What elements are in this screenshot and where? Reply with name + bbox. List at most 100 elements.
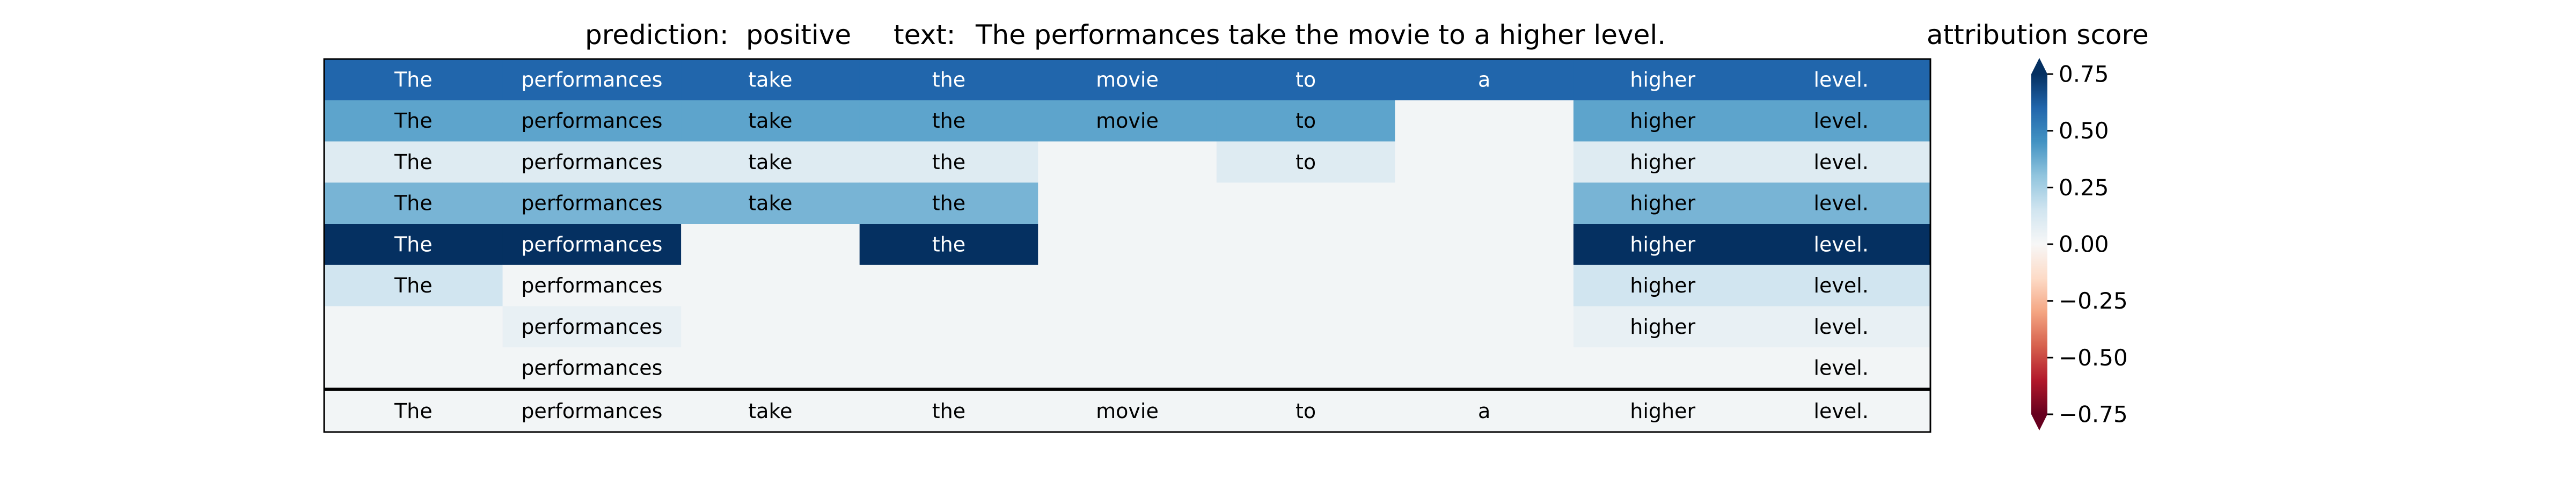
heatmap-cell-3-8 (1752, 182, 1931, 224)
heatmap-cell-6-7 (1573, 306, 1752, 348)
heatmap-cell-6-8 (1752, 306, 1931, 348)
heatmap-word-1-1: performances (521, 109, 662, 133)
heatmap-cell-5-7 (1573, 265, 1752, 306)
heatmap-cell-5-3 (859, 265, 1038, 306)
heatmap-word-2-1: performances (521, 150, 662, 174)
heatmap-word-3-8: level. (1813, 192, 1868, 215)
heatmap-cell-0-1 (502, 59, 682, 101)
heatmap-labels: The performances take the movie to a higher leve… (394, 68, 1869, 423)
colorbar-tick-label-4: −0.25 (2059, 288, 2128, 314)
heatmap-cell-2-2 (681, 141, 860, 183)
heatmap-cell-1-2 (681, 100, 860, 142)
heatmap-cell-2-0 (324, 141, 503, 183)
heatmap-word-3-7: higher (1630, 192, 1695, 215)
heatmap-cell-7-2 (681, 347, 860, 389)
heatmap-word-1-7: higher (1630, 109, 1695, 133)
heatmap-cell-1-6 (1395, 100, 1574, 142)
heatmap-word-3-0: The (394, 192, 433, 215)
heatmap-cell-0-7 (1573, 59, 1752, 101)
heatmap-cell-1-8 (1752, 100, 1931, 142)
summary-frame (323, 389, 1931, 433)
heatmap-cell-2-8 (1752, 141, 1931, 183)
summary-word-0-8: level. (1813, 399, 1868, 423)
heatmap-word-2-5: to (1296, 150, 1316, 174)
heatmap-cell-4-4 (1038, 224, 1217, 266)
colorbar-tick-label-0: 0.75 (2059, 61, 2109, 87)
heatmap-cell-6-3 (859, 306, 1038, 348)
heatmap-word-0-5: to (1296, 68, 1316, 91)
heatmap-word-3-3: the (932, 192, 965, 215)
summary-cell-0-3 (859, 390, 1038, 433)
heatmap-word-1-5: to (1296, 109, 1316, 133)
heatmap-cell-5-6 (1395, 265, 1574, 306)
colorbar-title: attribution score (1927, 19, 2149, 50)
heatmap-word-4-1: performances (521, 232, 662, 256)
colorbar-extend-top (2031, 58, 2047, 74)
text-value: The performances take the movie to a hig… (975, 19, 1666, 50)
heatmap-word-0-1: performances (521, 68, 662, 91)
heatmap-cell-0-2 (681, 59, 860, 101)
heatmap-cell-7-0 (324, 347, 503, 389)
heatmap-cell-7-6 (1395, 347, 1574, 389)
heatmap-frame (323, 58, 1931, 390)
heatmap-word-4-7: higher (1630, 232, 1695, 256)
summary-cell-0-8 (1752, 390, 1931, 433)
heatmap-cell-1-3 (859, 100, 1038, 142)
colorbar-gradient (2031, 74, 2047, 414)
summary-word-0-6: a (1478, 399, 1490, 423)
heatmap-cell-2-6 (1395, 141, 1574, 183)
heatmap-cell-1-4 (1038, 100, 1217, 142)
heatmap-word-7-1: performances (521, 356, 662, 380)
heatmap-cell-5-1 (502, 265, 682, 306)
heatmap-word-6-8: level. (1813, 315, 1868, 339)
heatmap-cell-2-4 (1038, 141, 1217, 183)
heatmap-cell-3-0 (324, 182, 503, 224)
summary-cell-0-4 (1038, 390, 1217, 433)
heatmap-cell-3-6 (1395, 182, 1574, 224)
heatmap-cell-3-2 (681, 182, 860, 224)
summary-cell-0-5 (1216, 390, 1395, 433)
heatmap-word-3-1: performances (521, 192, 662, 215)
summary-word-0-1: performances (521, 399, 662, 423)
heatmap-cell-6-5 (1216, 306, 1395, 348)
colorbar-tick-label-2: 0.25 (2059, 174, 2109, 201)
heatmap-word-1-0: The (394, 109, 433, 133)
heatmap-cell-3-1 (502, 182, 682, 224)
colorbar-extend-bottom (2031, 414, 2047, 430)
heatmap-word-1-2: take (748, 109, 792, 133)
heatmap-word-0-2: take (748, 68, 792, 91)
heatmap-word-4-8: level. (1813, 232, 1868, 256)
heatmap-word-2-7: higher (1630, 150, 1695, 174)
heatmap-cell-6-1 (502, 306, 682, 348)
heatmap-cell-3-4 (1038, 182, 1217, 224)
heatmap-cell-3-3 (859, 182, 1038, 224)
heatmap-cell-1-5 (1216, 100, 1395, 142)
heatmap-cell-7-4 (1038, 347, 1217, 389)
heatmap-cell-2-5 (1216, 141, 1395, 183)
heatmap-cell-0-3 (859, 59, 1038, 101)
summary-cell-0-7 (1573, 390, 1752, 433)
heatmap-word-1-4: movie (1096, 109, 1159, 133)
heatmap-cell-7-8 (1752, 347, 1931, 389)
heatmap-word-7-8: level. (1813, 356, 1868, 380)
colorbar-ticks: 0.75 0.50 0.25 0.00 −0.25 −0.50 −0.75 (2047, 61, 2128, 428)
heatmap-cell-1-7 (1573, 100, 1752, 142)
summary-cell-0-1 (502, 390, 682, 433)
heatmap-word-1-3: the (932, 109, 965, 133)
heatmap-word-4-3: the (932, 232, 965, 256)
heatmap-cell-7-5 (1216, 347, 1395, 389)
heatmap-cell-5-2 (681, 265, 860, 306)
heatmap-cell-4-5 (1216, 224, 1395, 266)
heatmap-cell-5-0 (324, 265, 503, 306)
heatmap-cells (324, 59, 1931, 433)
heatmap-word-1-8: level. (1813, 109, 1868, 133)
summary-cell-0-0 (324, 390, 503, 433)
heatmap-word-0-4: movie (1096, 68, 1159, 91)
heatmap-word-6-7: higher (1630, 315, 1695, 339)
heatmap-cell-6-0 (324, 306, 503, 348)
heatmap-cell-0-6 (1395, 59, 1574, 101)
heatmap-cell-6-6 (1395, 306, 1574, 348)
summary-word-0-3: the (932, 399, 965, 423)
summary-word-0-5: to (1296, 399, 1316, 423)
